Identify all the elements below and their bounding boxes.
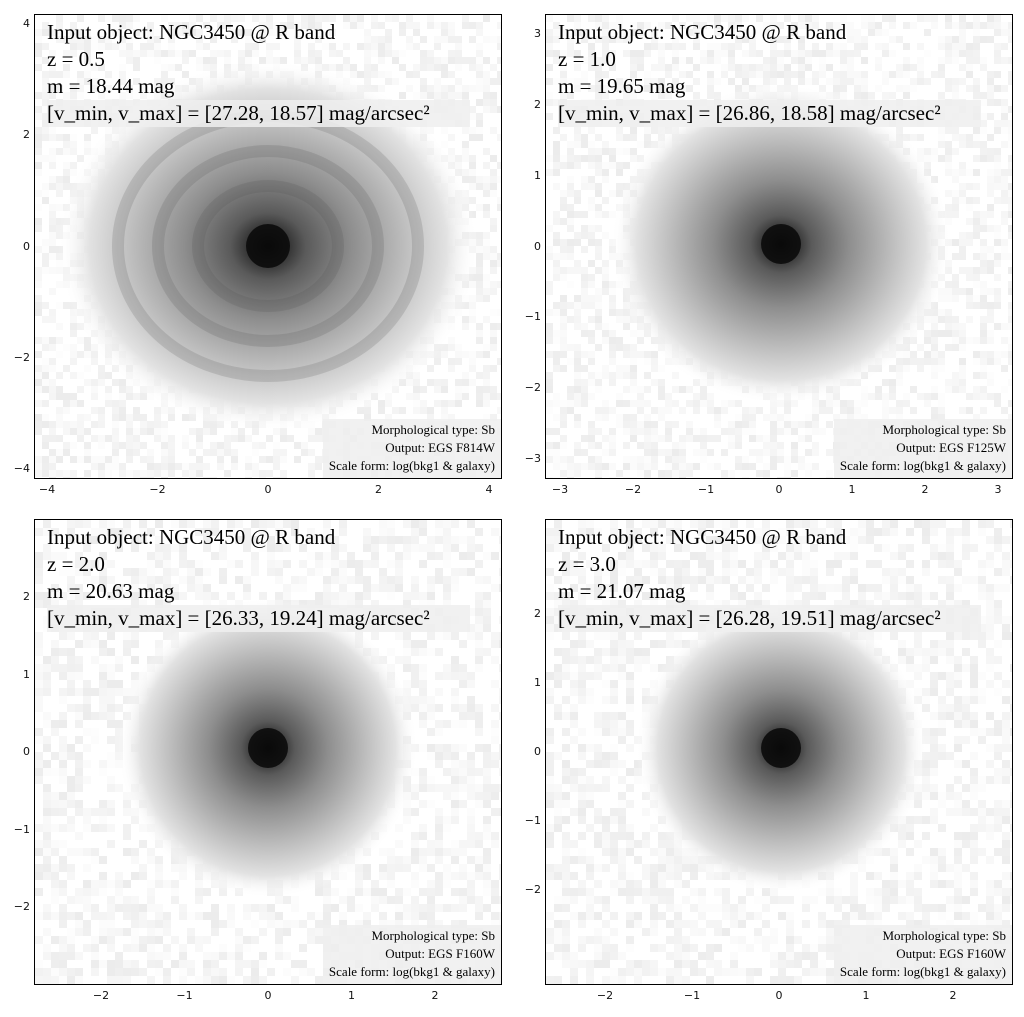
spiral-ring	[152, 145, 384, 347]
morph-type-label: Morphological type: Sb	[882, 928, 1007, 943]
redshift-label: z = 0.5	[47, 47, 105, 71]
x-tick-label: −2	[624, 483, 642, 496]
y-tick-label: −2	[13, 350, 30, 364]
x-tick-label: 0	[775, 989, 783, 1002]
x-tick-label: 1	[848, 483, 856, 496]
output-label: Output: EGS F160W	[385, 946, 495, 961]
y-tick-label: 2	[23, 590, 30, 603]
x-tick-label: 1	[348, 989, 355, 1002]
morph-type-label: Morphological type: Sb	[371, 422, 496, 437]
morph-type-label: Morphological type: Sb	[882, 422, 1007, 437]
range-label: [v_min, v_max] = [26.33, 19.24] mag/arcs…	[47, 605, 470, 632]
x-tick-label: 2	[921, 483, 929, 496]
output-label: Output: EGS F814W	[385, 440, 495, 455]
info-box: Morphological type: Sb Output: EGS F814W…	[322, 419, 501, 478]
title-annotation: Input object: NGC3450 @ R band z = 1.0 m…	[558, 19, 981, 127]
info-box: Morphological type: Sb Output: EGS F125W…	[833, 419, 1012, 478]
output-label: Output: EGS F125W	[896, 440, 1006, 455]
galaxy-core	[248, 728, 288, 768]
panel-title: Input object: NGC3450 @ R band	[47, 525, 336, 549]
y-tick-label: 1	[23, 667, 30, 681]
y-tick-label: −2	[524, 883, 541, 896]
galaxy-core	[761, 224, 801, 264]
x-tick-label: 2	[949, 989, 957, 1002]
galaxy-image-frame: Input object: NGC3450 @ R band z = 2.0 m…	[34, 519, 502, 985]
output-label: Output: EGS F160W	[896, 946, 1006, 961]
galaxy-image-frame: Input object: NGC3450 @ R band z = 1.0 m…	[545, 14, 1013, 479]
range-label: [v_min, v_max] = [26.86, 18.58] mag/arcs…	[558, 100, 981, 127]
y-tick-label: 3	[534, 27, 541, 40]
redshift-label: z = 2.0	[47, 552, 105, 576]
x-tick-label: 0	[264, 989, 272, 1002]
scale-form-label: Scale form: log(bkg1 & galaxy)	[839, 458, 1006, 473]
range-label: [v_min, v_max] = [27.28, 18.57] mag/arcs…	[47, 100, 470, 127]
scale-form-label: Scale form: log(bkg1 & galaxy)	[328, 964, 495, 979]
x-tick-label: −1	[697, 483, 715, 496]
info-box: Morphological type: Sb Output: EGS F160W…	[322, 925, 501, 984]
y-tick-label: −1	[524, 814, 541, 827]
panel-title: Input object: NGC3450 @ R band	[558, 525, 847, 549]
galaxy-image	[546, 15, 1012, 478]
x-tick-label: −2	[596, 989, 614, 1002]
redshift-label: z = 3.0	[558, 552, 616, 576]
scale-form-label: Scale form: log(bkg1 & galaxy)	[839, 964, 1006, 979]
y-tick-label: −2	[524, 381, 541, 395]
y-tick-label: 2	[534, 97, 541, 111]
galaxy-core	[246, 224, 290, 268]
x-tick-label: −1	[683, 989, 701, 1002]
y-tick-label: 4	[23, 17, 30, 30]
y-tick-label: −1	[524, 310, 541, 324]
magnitude-label: m = 21.07 mag	[558, 579, 686, 603]
galaxy-image	[35, 520, 501, 984]
x-tick-label: −2	[149, 483, 166, 496]
title-annotation: Input object: NGC3450 @ R band z = 3.0 m…	[558, 524, 981, 632]
x-tick-label: 0	[775, 483, 783, 496]
y-tick-label: 0	[534, 239, 541, 253]
x-tick-label: 1	[862, 989, 870, 1002]
y-tick-label: −3	[524, 452, 541, 465]
y-tick-label: −2	[13, 900, 30, 913]
y-tick-label: −4	[13, 462, 30, 475]
x-tick-label: −1	[176, 989, 193, 1002]
range-label: [v_min, v_max] = [26.28, 19.51] mag/arcs…	[558, 605, 981, 632]
y-tick-label: 1	[534, 168, 541, 182]
y-tick-label: 2	[23, 128, 30, 142]
y-tick-label: −1	[13, 822, 30, 836]
scale-form-label: Scale form: log(bkg1 & galaxy)	[328, 458, 495, 473]
redshift-label: z = 1.0	[558, 47, 616, 71]
galaxy-core	[761, 728, 801, 768]
magnitude-label: m = 19.65 mag	[558, 74, 686, 98]
spiral-ring	[192, 180, 344, 312]
y-tick-label: 0	[23, 239, 30, 253]
galaxy-image-frame: Input object: NGC3450 @ R band z = 0.5 m…	[34, 14, 502, 479]
y-tick-label: 1	[534, 676, 541, 689]
y-tick-label: 0	[534, 745, 541, 758]
x-tick-label: 2	[375, 483, 382, 496]
x-tick-label: 4	[485, 483, 493, 496]
galaxy-image-frame: Input object: NGC3450 @ R band z = 3.0 m…	[545, 519, 1013, 985]
y-tick-label: 2	[534, 607, 541, 620]
x-tick-label: −3	[551, 483, 569, 496]
x-tick-label: 3	[994, 483, 1002, 496]
magnitude-label: m = 18.44 mag	[47, 74, 175, 98]
title-annotation: Input object: NGC3450 @ R band z = 0.5 m…	[47, 19, 470, 127]
info-box: Morphological type: Sb Output: EGS F160W…	[833, 925, 1012, 984]
x-tick-label: 0	[264, 483, 272, 496]
morph-type-label: Morphological type: Sb	[371, 928, 496, 943]
x-tick-label: −4	[38, 483, 56, 496]
panel-title: Input object: NGC3450 @ R band	[558, 20, 847, 44]
x-tick-label: −2	[92, 989, 110, 1002]
magnitude-label: m = 20.63 mag	[47, 579, 175, 603]
title-annotation: Input object: NGC3450 @ R band z = 2.0 m…	[47, 524, 470, 632]
x-tick-label: 2	[431, 989, 439, 1002]
panel-title: Input object: NGC3450 @ R band	[47, 20, 336, 44]
y-tick-label: 0	[23, 745, 30, 758]
